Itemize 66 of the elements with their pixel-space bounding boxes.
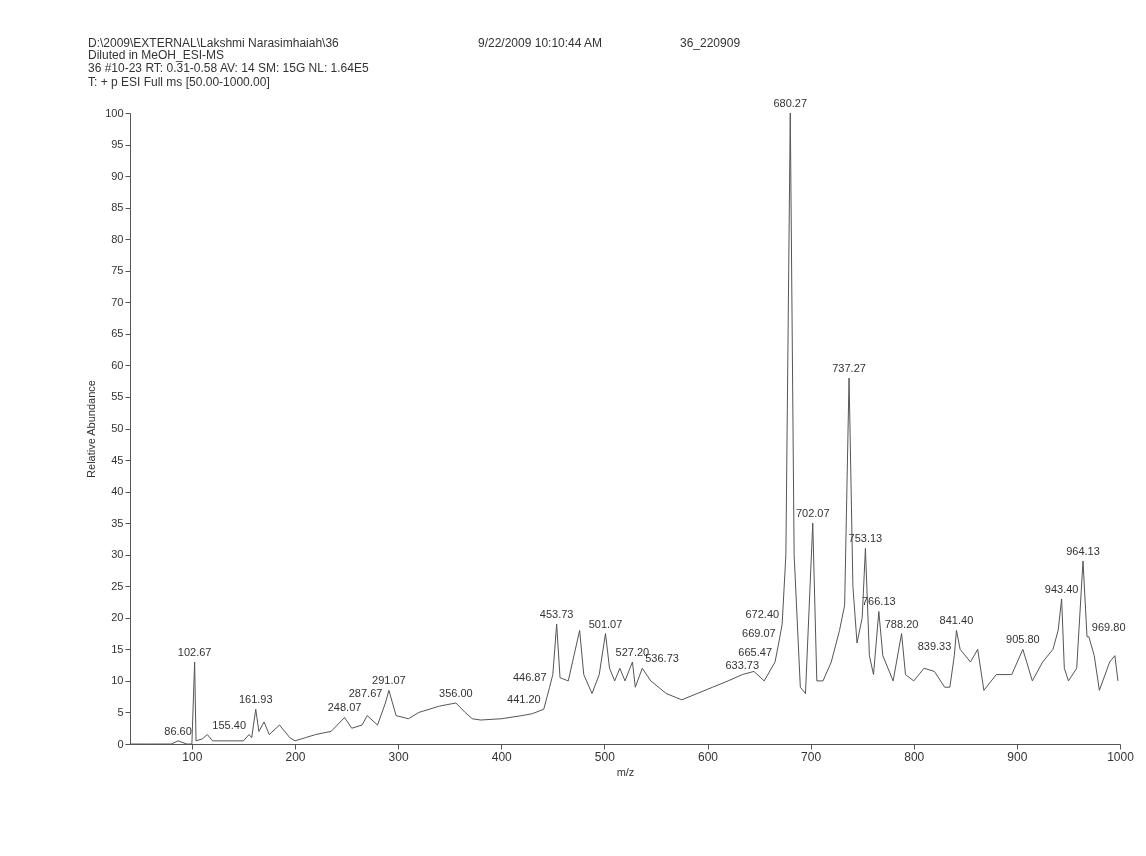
x-tick-label: 100 [182, 749, 203, 764]
y-tick-label: 80 [111, 232, 124, 245]
x-tick-label: 1000 [1107, 749, 1135, 764]
y-axis-title: Relative Abundance [85, 380, 98, 478]
annotation: 633.73 [725, 658, 760, 671]
annotation: 680.27 [773, 97, 808, 109]
annotation: 672.40 [745, 608, 780, 621]
annotation: 446.87 [512, 671, 547, 684]
y-tick-label: 5 [117, 705, 124, 718]
annotation: 964.13 [1066, 545, 1100, 558]
annotation: 669.07 [742, 627, 776, 640]
chart-subtitle: Diluted in MeOH_ESI-MS [88, 48, 225, 62]
text: T: + p ESI Full ms [50.00-1000.00] [88, 75, 270, 89]
y-tick-label: 70 [111, 295, 124, 308]
annotation: 248.07 [327, 701, 362, 714]
y-tick-label: 25 [111, 579, 124, 592]
y-tick-label: 15 [111, 642, 124, 655]
y-tick-label: 0 [117, 737, 124, 750]
y-tick-label: 30 [111, 548, 124, 561]
y-tick-label: 60 [111, 358, 124, 371]
y-tick-label: 50 [111, 422, 124, 434]
annotation: 102.67 [177, 645, 212, 658]
y-tick-label: 10 [111, 674, 124, 687]
y-tick-label: 100 [105, 106, 124, 119]
y-tick-label: 65 [111, 327, 124, 340]
chart-title: D:\2009\EXTERNAL\Lakshmi Narasimhaiah\36 [88, 36, 340, 50]
x-tick-label: 600 [697, 749, 719, 764]
x-tick-label: 900 [1007, 749, 1028, 764]
annotation: 702.07 [795, 507, 830, 520]
x-tick-label: 800 [904, 749, 925, 764]
annotation: 943.40 [1044, 582, 1079, 595]
y-tick-label: 55 [111, 390, 124, 403]
x-tick-label: 400 [491, 749, 513, 764]
text: 36 #10-23 RT: 0.31-0.58 AV: 14 SM: 15G NL: 1.64E5 [88, 61, 369, 75]
annotation: 788.20 [884, 617, 919, 630]
annotation: 501.07 [588, 617, 623, 630]
y-tick-label: 90 [111, 169, 124, 182]
text: 36_220909 [680, 36, 741, 50]
annotation: 665.47 [738, 645, 773, 658]
x-tick-label: 200 [285, 749, 306, 764]
annotation: 161.93 [238, 693, 273, 706]
annotation: 287.67 [348, 686, 383, 699]
x-tick-label: 500 [594, 749, 616, 764]
y-tick-label: 40 [111, 485, 124, 498]
x-tick-label: 300 [388, 749, 409, 764]
y-tick-label: 45 [111, 453, 124, 466]
annotation: 905.80 [1006, 633, 1040, 646]
annotation: 291.07 [372, 674, 406, 687]
annotation: 841.40 [939, 614, 974, 627]
y-tick-label: 75 [111, 264, 124, 277]
x-axis-title: m/z [616, 765, 635, 778]
annotation: 753.13 [848, 532, 883, 545]
annotation: 737.27 [832, 362, 866, 375]
y-tick-label: 95 [111, 138, 124, 151]
y-tick-label: 35 [111, 516, 124, 529]
x-tick-label: 700 [801, 749, 822, 764]
y-tick-label: 85 [111, 201, 124, 214]
annotation: 356.00 [439, 686, 473, 699]
annotation: 86.60 [164, 724, 192, 737]
text: 9/22/2009 10:10:44 AM [478, 36, 603, 50]
annotation: 969.80 [1091, 620, 1126, 633]
y-tick-label: 20 [111, 611, 124, 624]
annotation: 453.73 [539, 608, 574, 621]
annotation: 441.20 [507, 693, 541, 706]
annotation: 155.40 [212, 718, 247, 731]
annotation: 839.33 [917, 639, 952, 652]
